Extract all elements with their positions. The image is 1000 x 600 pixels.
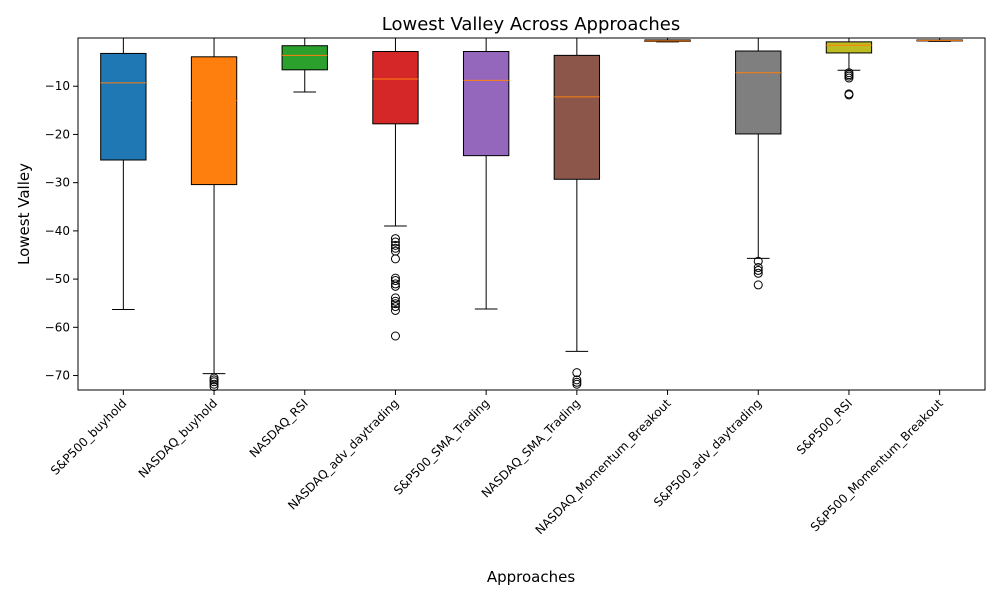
outlier-point bbox=[209, 379, 219, 389]
x-tick-label: NASDAQ_RSI bbox=[247, 396, 311, 460]
y-tick-label: −20 bbox=[45, 127, 70, 141]
box bbox=[462, 51, 510, 157]
box bbox=[190, 56, 238, 186]
outlier-point bbox=[753, 280, 763, 290]
y-tick-label: −40 bbox=[45, 224, 70, 238]
outlier-point bbox=[844, 90, 854, 100]
outlier-point bbox=[753, 263, 763, 273]
outlier-point bbox=[390, 279, 400, 289]
outlier-point bbox=[390, 276, 400, 286]
box bbox=[735, 50, 782, 135]
y-tick-label: −60 bbox=[45, 320, 70, 334]
x-tick-label: NASDAQ_SMA_Trading bbox=[479, 396, 583, 500]
plot-area: −70−60−50−40−30−20−10S&P500_buyhold NASDA… bbox=[45, 37, 963, 537]
x-tick-label: NASDAQ_buyhold bbox=[136, 396, 220, 480]
outlier-point bbox=[753, 265, 763, 275]
outlier-point bbox=[390, 302, 400, 312]
x-tick-label: S&P500_SMA_Trading bbox=[391, 396, 492, 497]
x-tick-label: S&P500_buyhold bbox=[48, 396, 130, 478]
outlier-point bbox=[390, 305, 400, 315]
outlier-point bbox=[390, 237, 400, 247]
x-axis-title: Approaches bbox=[487, 568, 575, 586]
outlier-point bbox=[572, 375, 582, 385]
outlier-point bbox=[844, 73, 854, 83]
outlier-point bbox=[572, 379, 582, 389]
outlier-point bbox=[209, 377, 219, 387]
outlier-point bbox=[390, 296, 400, 306]
outlier-point bbox=[390, 281, 400, 291]
outlier-point bbox=[390, 240, 400, 250]
outlier-point bbox=[390, 243, 400, 253]
y-tick-label: −10 bbox=[45, 79, 70, 93]
x-tick-label: S&P500_RSI bbox=[794, 396, 855, 457]
outlier-point bbox=[390, 331, 400, 341]
box bbox=[825, 41, 873, 54]
box bbox=[372, 51, 419, 125]
outlier-point bbox=[572, 368, 582, 378]
plot-frame bbox=[77, 37, 986, 391]
outlier-point bbox=[753, 256, 763, 266]
outlier-point bbox=[390, 234, 400, 244]
box bbox=[553, 54, 601, 180]
chart-title: Lowest Valley Across Approaches bbox=[382, 14, 680, 35]
box bbox=[100, 52, 147, 161]
outlier-point bbox=[390, 293, 400, 303]
y-tick-label: −70 bbox=[45, 369, 70, 383]
y-axis-title: Lowest Valley bbox=[15, 163, 33, 265]
box bbox=[281, 45, 328, 71]
x-tick-label: S&P500_adv_daytrading bbox=[651, 396, 764, 509]
outlier-point bbox=[390, 254, 400, 264]
y-tick-label: −30 bbox=[45, 176, 70, 190]
y-tick-label: −50 bbox=[45, 272, 70, 286]
outlier-point bbox=[753, 268, 763, 278]
outlier-point bbox=[390, 299, 400, 309]
